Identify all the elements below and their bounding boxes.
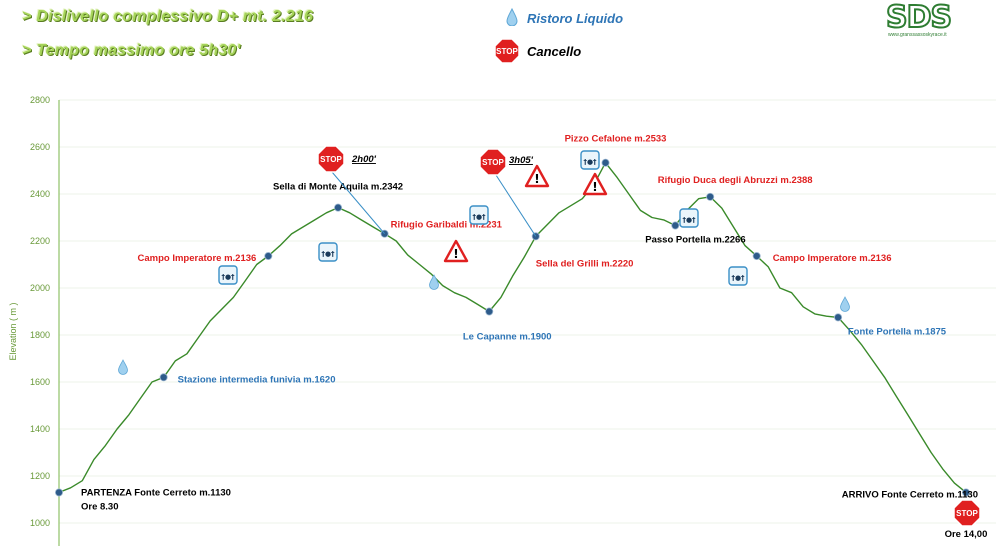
- gate-pointer-line: [493, 171, 537, 237]
- svg-text:STOP: STOP: [956, 509, 978, 518]
- svg-text:!: !: [453, 247, 458, 261]
- waypoint-marker: [601, 158, 610, 167]
- waypoint-sublabel: Ore 8.30: [81, 501, 119, 512]
- legend-stop-icon: STOP: [494, 38, 520, 69]
- waypoint-label: ARRIVO Fonte Cerreto m.1130: [842, 489, 978, 500]
- water-drop-icon: [840, 296, 850, 312]
- svg-text:†●†: †●†: [682, 216, 696, 224]
- gate-time-label: 3h05': [509, 155, 534, 166]
- legend-water-label: Ristoro Liquido: [527, 11, 624, 26]
- waypoint-marker: [834, 313, 843, 322]
- waypoint-label: Stazione intermedia funivia m.1620: [178, 374, 336, 385]
- waypoint-label: Sella di Monte Aquila m.2342: [273, 182, 403, 193]
- svg-text:†●†: †●†: [731, 274, 745, 282]
- stop-sign-icon: STOP: [479, 148, 507, 176]
- waypoint-label: Passo Portella m.2266: [645, 234, 745, 245]
- gate-pointer-line: [331, 171, 385, 235]
- waypoint-label: Pizzo Cefalone m.2533: [565, 134, 667, 145]
- waypoint-marker: [706, 192, 715, 201]
- svg-text:†●†: †●†: [221, 273, 235, 281]
- svg-text:†●†: †●†: [583, 158, 597, 166]
- svg-text:!: !: [592, 180, 597, 194]
- food-station-icon: †●†: [728, 266, 748, 286]
- y-tick-label: 2800: [30, 95, 50, 105]
- food-station-icon: †●†: [679, 208, 699, 228]
- waypoint-marker: [334, 203, 343, 212]
- waypoint-label: Campo Imperatore m.2136: [138, 253, 257, 264]
- y-tick-label: 2200: [30, 236, 50, 246]
- y-tick-label: 1600: [30, 377, 50, 387]
- gate-time-label: 2h00': [351, 154, 377, 165]
- header-max-time: > Tempo massimo ore 5h30': [22, 42, 241, 59]
- svg-text:†●†: †●†: [321, 250, 335, 258]
- svg-text:†●†: †●†: [472, 213, 486, 221]
- waypoint-label: Sella del Grilli m.2220: [536, 258, 634, 269]
- stop-sign-icon: STOP: [953, 499, 981, 527]
- waypoint-label: Rifugio Garibaldi m.2231: [391, 220, 503, 231]
- warning-icon: !: [443, 239, 469, 263]
- y-tick-label: 2400: [30, 189, 50, 199]
- waypoint-marker: [671, 221, 680, 230]
- water-drop-icon: [118, 359, 128, 375]
- waypoint-marker: [159, 373, 168, 382]
- waypoint-marker: [531, 232, 540, 241]
- legend-gate-label: Cancello: [527, 44, 582, 59]
- y-tick-label: 1800: [30, 330, 50, 340]
- food-station-icon: †●†: [218, 265, 238, 285]
- food-station-icon: †●†: [469, 205, 489, 225]
- y-axis-label: Elevation ( m ): [8, 302, 18, 360]
- waypoint-marker: [962, 488, 971, 497]
- waypoint-marker: [264, 252, 273, 261]
- waypoint-label: Campo Imperatore m.2136: [773, 253, 892, 264]
- legend-water-icon: [506, 7, 518, 31]
- waypoint-marker: [752, 252, 761, 261]
- y-tick-label: 2000: [30, 283, 50, 293]
- gate-time-label: Ore 14,00: [945, 529, 988, 540]
- sds-logo: SDS www.granssassoskyrace.it: [885, 0, 956, 40]
- svg-text:!: !: [534, 172, 539, 186]
- logo-url: www.granssassoskyrace.it: [888, 32, 947, 38]
- waypoint-label: Rifugio Duca degli Abruzzi m.2388: [658, 175, 813, 186]
- waypoint-label: Le Capanne m.1900: [463, 332, 552, 343]
- svg-text:STOP: STOP: [496, 47, 518, 56]
- warning-icon: !: [582, 172, 608, 196]
- water-drop-icon: [429, 274, 439, 290]
- waypoint-marker: [55, 488, 64, 497]
- elevation-line: [58, 161, 967, 494]
- svg-text:STOP: STOP: [320, 155, 342, 164]
- warning-icon: !: [524, 164, 550, 188]
- food-station-icon: †●†: [318, 242, 338, 262]
- stop-sign-icon: STOP: [317, 145, 345, 173]
- waypoint-marker: [485, 307, 494, 316]
- y-tick-label: 1000: [30, 518, 50, 528]
- y-tick-label: 2600: [30, 142, 50, 152]
- food-station-icon: †●†: [580, 150, 600, 170]
- svg-text:STOP: STOP: [482, 158, 504, 167]
- waypoint-label: PARTENZA Fonte Cerreto m.1130: [81, 487, 231, 498]
- y-tick-label: 1400: [30, 424, 50, 434]
- header-elevation-gain: > Dislivello complessivo D+ mt. 2.216: [22, 8, 314, 25]
- y-tick-label: 1200: [30, 471, 50, 481]
- logo-text: SDS: [885, 0, 953, 36]
- waypoint-label: Fonte Portella m.1875: [848, 326, 947, 337]
